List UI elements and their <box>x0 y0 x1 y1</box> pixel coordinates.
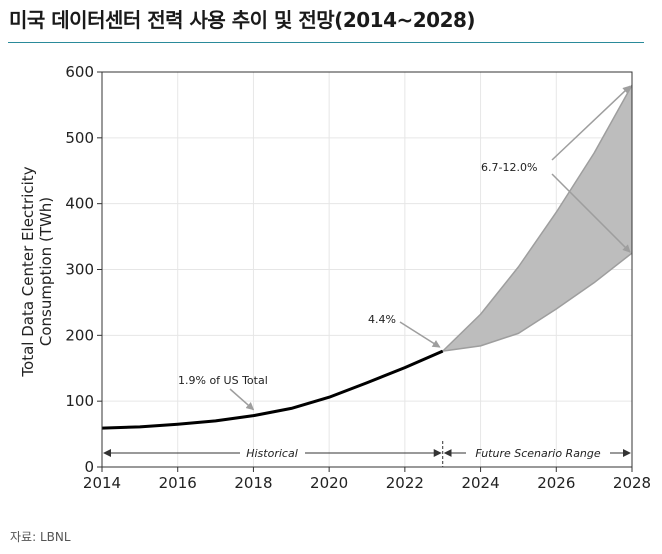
historical-label: Historical <box>246 447 298 460</box>
y-tick-label: 300 <box>65 261 94 279</box>
annotation-label-3: 6.7-12.0% <box>481 161 537 174</box>
projection-range-area <box>442 85 632 352</box>
future-range <box>442 84 633 352</box>
x-tick-label: 2024 <box>461 474 499 492</box>
period-labels: Historical Future Scenario Range <box>103 441 631 467</box>
x-tick-label: 2018 <box>234 474 272 492</box>
x-tick-label: 2016 <box>159 474 197 492</box>
x-tick-label: 2020 <box>310 474 348 492</box>
annotation-arrow-3a <box>551 85 631 161</box>
annotation-label-1: 1.9% of US Total <box>178 374 268 387</box>
source-note: 자료: LBNL <box>10 530 71 544</box>
x-tick-label: 2014 <box>83 474 121 492</box>
y-axis-label-line1: Total Data Center Electricity <box>19 166 37 377</box>
x-tick-label: 2026 <box>537 474 575 492</box>
annotation-arrow-2 <box>399 321 441 348</box>
projection-lower-line <box>442 252 633 352</box>
chart: 2014 2016 2018 2020 2022 2024 2026 2028 0 100 200… <box>19 63 651 492</box>
x-tick-label: 2022 <box>386 474 424 492</box>
series-lines <box>101 349 444 430</box>
y-tick-label: 500 <box>65 129 94 147</box>
historical-line <box>101 349 444 430</box>
annotation-arrow-1 <box>229 388 255 411</box>
projection-upper-line <box>442 84 633 352</box>
y-tick-label: 0 <box>84 458 94 476</box>
y-tick-label: 200 <box>65 326 94 344</box>
future-label: Future Scenario Range <box>475 447 601 460</box>
annotations: 1.9% of US Total 4.4% 6.7-12.0% <box>178 85 631 411</box>
y-tick-label: 100 <box>65 392 94 410</box>
y-axis-label-line2: Consumption (TWh) <box>37 197 55 346</box>
x-tick-label: 2028 <box>613 474 651 492</box>
y-axis-ticks: 0 100 200 300 400 500 600 <box>65 63 102 476</box>
title-divider <box>8 42 644 43</box>
annotation-arrow-3b <box>551 173 631 253</box>
y-tick-label: 400 <box>65 195 94 213</box>
y-tick-label: 600 <box>65 63 94 81</box>
annotation-label-2: 4.4% <box>368 313 396 326</box>
page-title: 미국 데이터센터 전력 사용 추이 및 전망(2014~2028) <box>9 8 476 32</box>
x-axis-ticks: 2014 2016 2018 2020 2022 2024 2026 2028 <box>83 467 651 492</box>
